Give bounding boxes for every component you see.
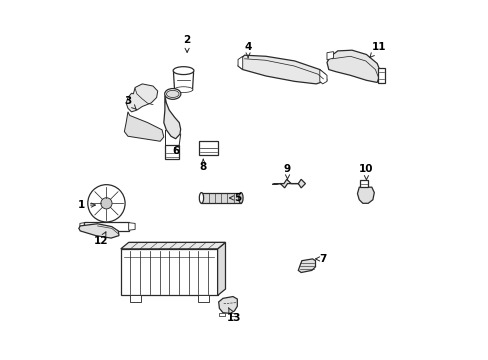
Text: 8: 8 xyxy=(199,159,206,172)
Polygon shape xyxy=(319,69,326,84)
Polygon shape xyxy=(121,242,225,249)
Text: 4: 4 xyxy=(244,42,251,58)
Text: 6: 6 xyxy=(172,146,180,156)
Polygon shape xyxy=(359,180,367,187)
Text: 7: 7 xyxy=(315,254,326,264)
Circle shape xyxy=(101,198,112,209)
Polygon shape xyxy=(198,141,218,155)
Text: 10: 10 xyxy=(359,164,373,180)
Polygon shape xyxy=(173,72,193,90)
Polygon shape xyxy=(80,223,84,230)
Text: 9: 9 xyxy=(284,164,290,180)
Polygon shape xyxy=(238,56,242,69)
Polygon shape xyxy=(218,297,237,314)
Polygon shape xyxy=(121,249,217,296)
Text: 1: 1 xyxy=(78,200,95,210)
Text: 12: 12 xyxy=(94,232,108,246)
Circle shape xyxy=(88,185,125,222)
Polygon shape xyxy=(128,223,135,230)
Polygon shape xyxy=(298,259,315,273)
Polygon shape xyxy=(238,55,326,84)
Ellipse shape xyxy=(199,193,203,203)
Polygon shape xyxy=(377,68,384,83)
Text: 5: 5 xyxy=(229,193,241,203)
Ellipse shape xyxy=(173,67,194,75)
Polygon shape xyxy=(126,84,158,112)
Polygon shape xyxy=(217,242,225,296)
Polygon shape xyxy=(326,51,333,60)
Polygon shape xyxy=(357,187,373,203)
Polygon shape xyxy=(230,314,236,316)
Polygon shape xyxy=(163,96,180,139)
Ellipse shape xyxy=(174,87,192,93)
Text: 11: 11 xyxy=(369,42,386,57)
Polygon shape xyxy=(198,296,208,302)
Ellipse shape xyxy=(238,193,243,203)
Text: 3: 3 xyxy=(124,96,136,109)
Polygon shape xyxy=(326,50,379,82)
Polygon shape xyxy=(79,224,119,238)
Polygon shape xyxy=(124,112,163,141)
Text: 2: 2 xyxy=(183,35,190,53)
Polygon shape xyxy=(129,296,140,302)
Polygon shape xyxy=(272,179,305,188)
Polygon shape xyxy=(201,193,241,203)
Polygon shape xyxy=(164,145,179,159)
Polygon shape xyxy=(84,222,128,231)
Ellipse shape xyxy=(164,89,181,99)
Ellipse shape xyxy=(166,90,179,98)
Text: 13: 13 xyxy=(226,308,241,323)
Polygon shape xyxy=(219,314,224,316)
